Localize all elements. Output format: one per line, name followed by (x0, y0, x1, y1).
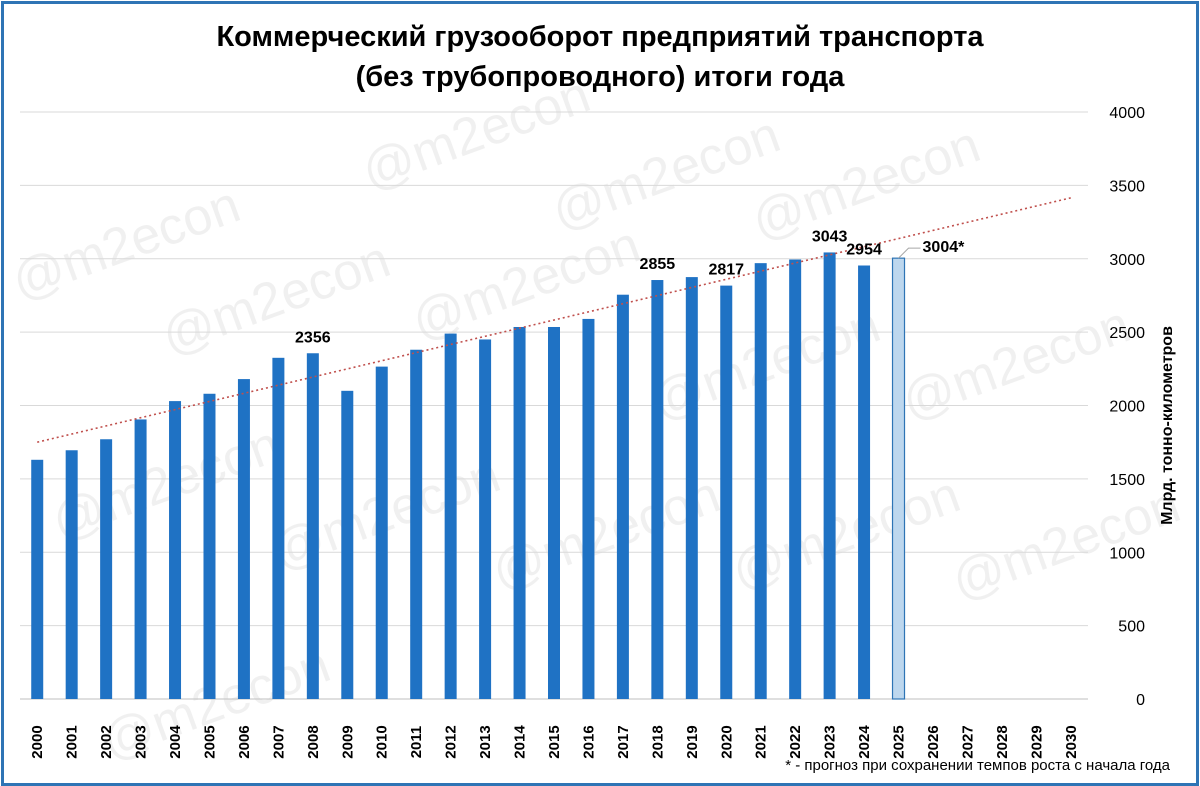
x-tick-label: 2014 (512, 725, 529, 759)
watermark-text: @m2econ (944, 475, 1187, 611)
x-axis-ticks: 2000 2001 2002 2003 2004 2005 2006 2007 2008 2009… (29, 725, 1080, 759)
bar-2010 (375, 366, 388, 699)
trendline (37, 197, 1071, 443)
chart-title-line-2: (без трубопроводного) итоги года (356, 61, 846, 93)
x-tick-label: 2012 (443, 725, 460, 758)
bars (31, 252, 906, 700)
data-label-2025: 3004* (923, 239, 966, 256)
bar-2013 (479, 339, 492, 699)
y-tick-label: 2000 (1109, 399, 1145, 416)
bar-2021 (754, 263, 767, 699)
y-tick-label: 3000 (1109, 252, 1145, 269)
bar-2016 (582, 318, 595, 699)
y-tick-label: 0 (1136, 692, 1145, 709)
y-tick-label: 3500 (1109, 178, 1145, 195)
watermark-text: @m2econ (894, 295, 1137, 431)
watermark-text: @m2econ (44, 415, 287, 551)
chart-title-line-1: Коммерческий грузооборот предприятий тра… (216, 21, 984, 53)
y-axis-ticks: 0 500 1000 1500 2000 2500 3000 3500 4000 (1109, 105, 1145, 709)
bar-2002 (100, 439, 113, 699)
y-tick-label: 2500 (1109, 325, 1145, 342)
x-tick-label: 2018 (649, 725, 666, 758)
x-tick-label: 2025 (891, 725, 908, 758)
bar-2018 (651, 280, 664, 699)
watermark-text: @m2econ (744, 115, 987, 251)
bar-2001 (65, 450, 78, 699)
data-label-2023: 3043 (812, 228, 848, 245)
bar-2020 (720, 285, 733, 699)
bar-2014 (513, 326, 526, 699)
x-tick-label: 2003 (133, 725, 150, 758)
x-tick-label: 2008 (305, 725, 322, 758)
bar-2019 (685, 277, 698, 699)
x-tick-label: 2020 (718, 725, 735, 758)
bar-2007 (272, 357, 285, 699)
x-tick-label: 2024 (856, 725, 873, 759)
x-tick-label: 2006 (236, 725, 253, 758)
x-tick-label: 2005 (201, 725, 218, 758)
y-tick-label: 500 (1118, 619, 1145, 636)
y-axis-title: Млрд. тонно-километров (1159, 326, 1176, 525)
bar-2000 (31, 459, 44, 699)
x-tick-label: 2002 (98, 725, 115, 758)
bar-2005 (203, 393, 216, 699)
watermark-text: @m2econ (154, 230, 397, 366)
x-tick-label: 2027 (959, 725, 976, 758)
data-label-2024: 2954 (846, 242, 882, 259)
x-tick-label: 2021 (753, 725, 770, 758)
y-tick-label: 4000 (1109, 105, 1145, 122)
bar-2023 (823, 252, 836, 699)
bar-2025 (891, 257, 906, 700)
bar-2017 (616, 294, 629, 699)
x-tick-label: 2015 (546, 725, 563, 758)
x-tick-label: 2030 (1063, 725, 1080, 758)
bar-2009 (341, 390, 354, 699)
x-tick-label: 2016 (580, 725, 597, 758)
x-tick-label: 2011 (408, 726, 425, 759)
x-tick-label: 2022 (787, 725, 804, 758)
bar-2006 (237, 379, 250, 699)
data-label-2018: 2855 (640, 256, 676, 273)
x-tick-label: 2010 (374, 725, 391, 758)
watermark-text: @m2econ (404, 215, 647, 351)
bar-2022 (789, 259, 802, 699)
x-tick-label: 2007 (270, 725, 287, 758)
bar-2004 (169, 401, 182, 699)
x-tick-label: 2000 (29, 725, 46, 758)
x-tick-label: 2009 (339, 725, 356, 758)
y-tick-label: 1500 (1109, 472, 1145, 489)
x-tick-label: 2001 (64, 725, 81, 758)
x-tick-label: 2026 (925, 725, 942, 758)
data-label-leader (898, 247, 921, 259)
x-tick-label: 2029 (1028, 725, 1045, 758)
trendline-line (37, 197, 1071, 443)
x-tick-label: 2004 (167, 725, 184, 759)
bar-2012 (444, 333, 457, 699)
x-tick-label: 2028 (994, 725, 1011, 758)
bar-2008 (306, 353, 319, 699)
data-label-2008: 2356 (295, 329, 331, 346)
data-label-2020: 2817 (708, 262, 744, 279)
x-tick-label: 2023 (822, 725, 839, 758)
bar-2015 (548, 326, 560, 699)
bar-2024 (858, 265, 871, 699)
x-tick-label: 2017 (615, 725, 632, 758)
bar-2003 (134, 419, 147, 699)
bar-2011 (410, 349, 423, 699)
x-tick-label: 2013 (477, 725, 494, 758)
watermarks: @m2econ@m2econ@m2econ @m2econ@m2econ@m2ec… (4, 65, 1187, 771)
x-tick-label: 2019 (684, 725, 701, 758)
y-tick-label: 1000 (1109, 545, 1145, 562)
footnote: * - прогноз при сохранении темпов роста … (785, 757, 1170, 774)
